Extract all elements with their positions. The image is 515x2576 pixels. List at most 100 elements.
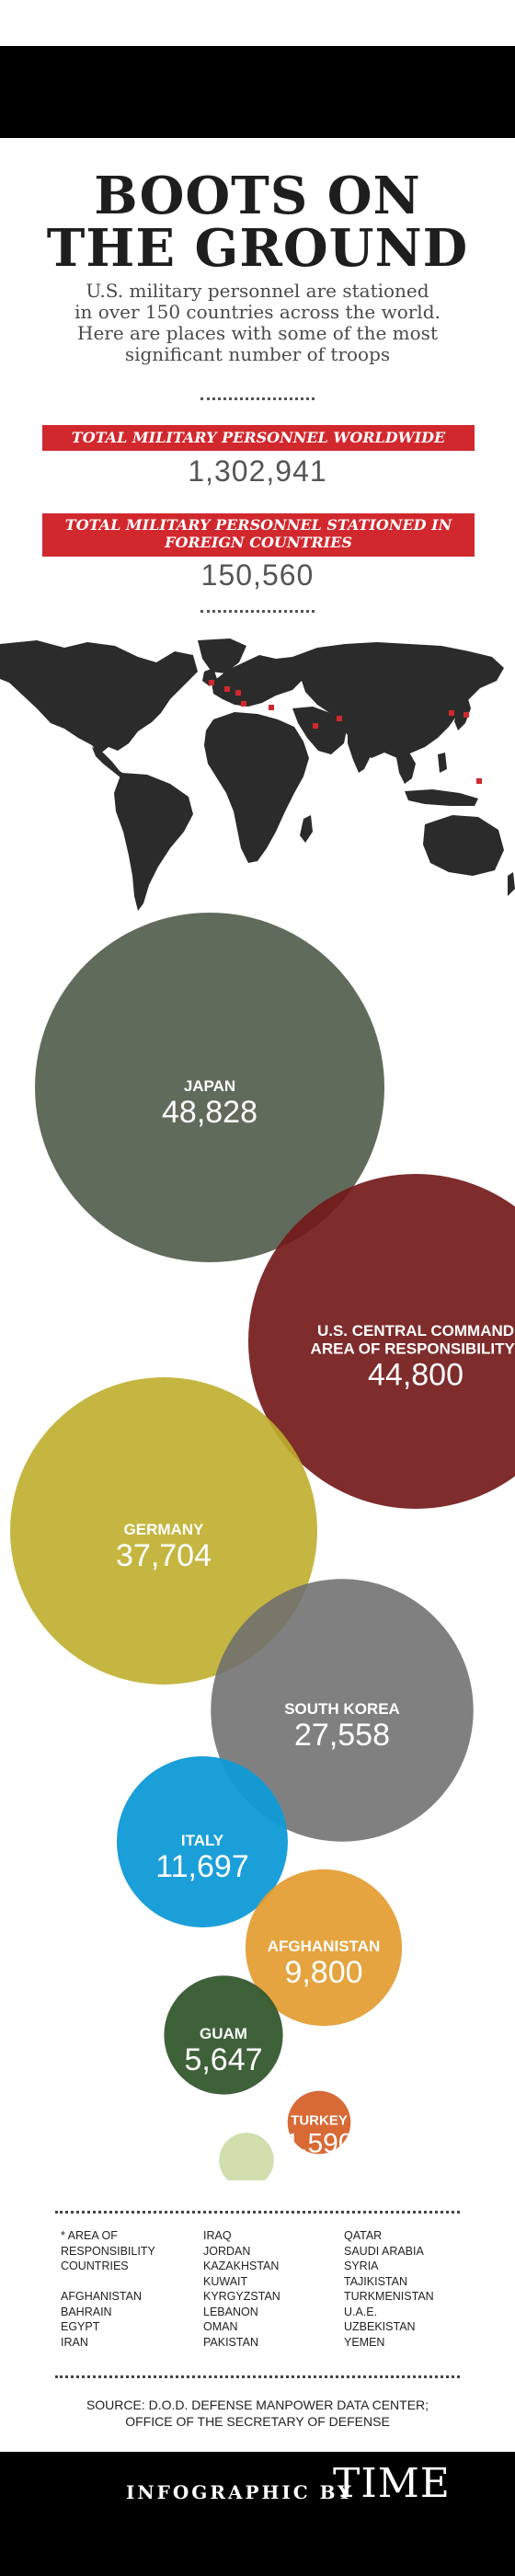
dotted-divider [200,397,315,400]
note-item: RESPONSIBILITY [61,2244,155,2258]
foreign-label-line2: FOREIGN COUNTRIES [165,534,352,551]
bubble-value-belgium: 1,196 [163,2128,209,2148]
note-item: TAJIKISTAN [344,2274,407,2288]
marker-italy [241,701,246,707]
note-item: * AREA OF [61,2229,118,2242]
bubble-afghanistan [245,1869,403,2027]
bubble-south-korea [211,1579,474,1842]
page-title-line2: THE GROUND [46,218,469,279]
note-item: EGYPT [61,2320,100,2333]
marker-afghanistan [337,716,342,721]
japan [454,696,471,730]
bubble-value-u-s-central-command-area-of-responsibility: 44,800 [368,1358,464,1393]
marker-south-korea [449,710,454,716]
source-line2: OFFICE OF THE SECRETARY OF DEFENSE [125,2414,390,2429]
south-america [114,773,193,911]
note-item [61,2274,155,2290]
bubble-italy [117,1756,288,1927]
bubble-value-afghanistan: 9,800 [284,1955,362,1990]
foreign-label-line1: TOTAL MILITARY PERSONNEL STATIONED IN [64,516,452,534]
note-item: JORDAN [203,2244,251,2258]
greenland [198,638,246,673]
bubble-label-u-s-central-command-area-of-responsibility: AREA OF RESPONSIBILITY* [311,1340,515,1358]
bubble-value-japan: 48,828 [162,1095,258,1130]
note-item: UZBEKISTAN [344,2320,416,2333]
bubble-label-italy: ITALY [181,1832,224,1849]
bubble-label-guam: GUAM [200,2025,247,2042]
intro-line4: significant number of troops [124,343,391,365]
bubble-value-south-korea: 27,558 [294,1718,390,1753]
marker-belgium [224,686,230,692]
note-item: KYRGYZSTAN [203,2290,280,2303]
bubble-u-s-central-command-area-of-responsibility [248,1174,515,1509]
note-item: TURKMENISTAN [344,2290,434,2303]
bubble-belgium [219,2133,274,2180]
note-item: U.A.E. [344,2305,378,2318]
map-landmasses [0,638,515,911]
asia [292,642,504,758]
aor-notes: * AREA OF RESPONSIBILITY COUNTRIES AFGHA… [61,2228,465,2357]
header-band [0,46,515,138]
australia [423,815,504,876]
bubble-label-afghanistan: AFGHANISTAN [268,1938,380,1955]
new-zealand [508,872,515,896]
bubble-germany [10,1377,317,1685]
map-markers [209,680,482,784]
intro-line2: in over 150 countries across the world. [74,301,441,323]
footer-credit: INFOGRAPHIC BY [126,2481,354,2503]
intro-line3: Here are places with some of the most [77,322,438,344]
worldwide-label: TOTAL MILITARY PERSONNEL WORLDWIDE [42,425,475,451]
bubble-label-belgium: BELGIUM [166,2118,205,2127]
note-item: IRAQ [203,2229,232,2242]
philippines [438,753,447,773]
source-line1: SOURCE: D.O.D. DEFENSE MANPOWER DATA CEN… [86,2398,429,2412]
note-item: KUWAIT [203,2274,248,2288]
marker-japan [464,712,469,718]
notes-col2: IRAQ JORDAN KAZAKHSTAN KUWAIT KYRGYZSTAN… [203,2228,280,2350]
dotted-divider-2 [200,610,315,613]
bubble-value-guam: 5,647 [184,2042,262,2077]
bubble-label-germany: GERMANY [124,1521,205,1538]
notes-col3: QATAR SAUDI ARABIA SYRIA TAJIKISTAN TURK… [344,2228,434,2350]
marker-middle-east [313,723,318,729]
source-note: SOURCE: D.O.D. DEFENSE MANPOWER DATA CEN… [0,2397,515,2430]
north-america [0,640,198,754]
note-item: SYRIA [344,2260,379,2272]
notes-col1: * AREA OF RESPONSIBILITY COUNTRIES AFGHA… [61,2228,155,2350]
foreign-value: 150,560 [200,558,315,592]
note-item: COUNTRIES [61,2260,129,2272]
note-item: KAZAKHSTAN [203,2260,280,2272]
note-item: YEMEN [344,2335,385,2349]
bubble-value-turkey: 1,590 [284,2129,353,2159]
bubble-turkey [287,2090,351,2155]
time-logo: TIME [333,2460,451,2507]
note-item: AFGHANISTAN [61,2290,142,2303]
notes-divider-bottom [55,2375,460,2378]
note-item: LEBANON [203,2305,258,2318]
middle-east [292,707,348,754]
note-item: IRAN [61,2335,88,2349]
foreign-label: TOTAL MILITARY PERSONNEL STATIONED IN FO… [42,513,475,557]
note-item: SAUDI ARABIA [344,2244,424,2258]
india [348,727,377,773]
footer-band [0,2452,515,2576]
note-item: QATAR [344,2229,383,2242]
indonesia [405,789,478,806]
bubble-guam [164,1975,283,2095]
bubble-label-turkey: TURKEY [291,2113,348,2129]
note-item: BAHRAIN [61,2305,112,2318]
bubble-value-italy: 11,697 [155,1849,248,1884]
top-margin [0,0,515,46]
world-map [0,638,515,911]
notes-divider-top [55,2211,460,2214]
africa [204,712,309,863]
note-item: PAKISTAN [203,2335,258,2349]
bubble-label-south-korea: SOUTH KOREA [284,1700,400,1718]
marker-germany [235,690,241,696]
note-item: OMAN [203,2320,238,2333]
bubble-label-japan: JAPAN [184,1077,235,1095]
southeast-asia [395,751,416,784]
intro-line1: U.S. military personnel are stationed [86,280,429,302]
